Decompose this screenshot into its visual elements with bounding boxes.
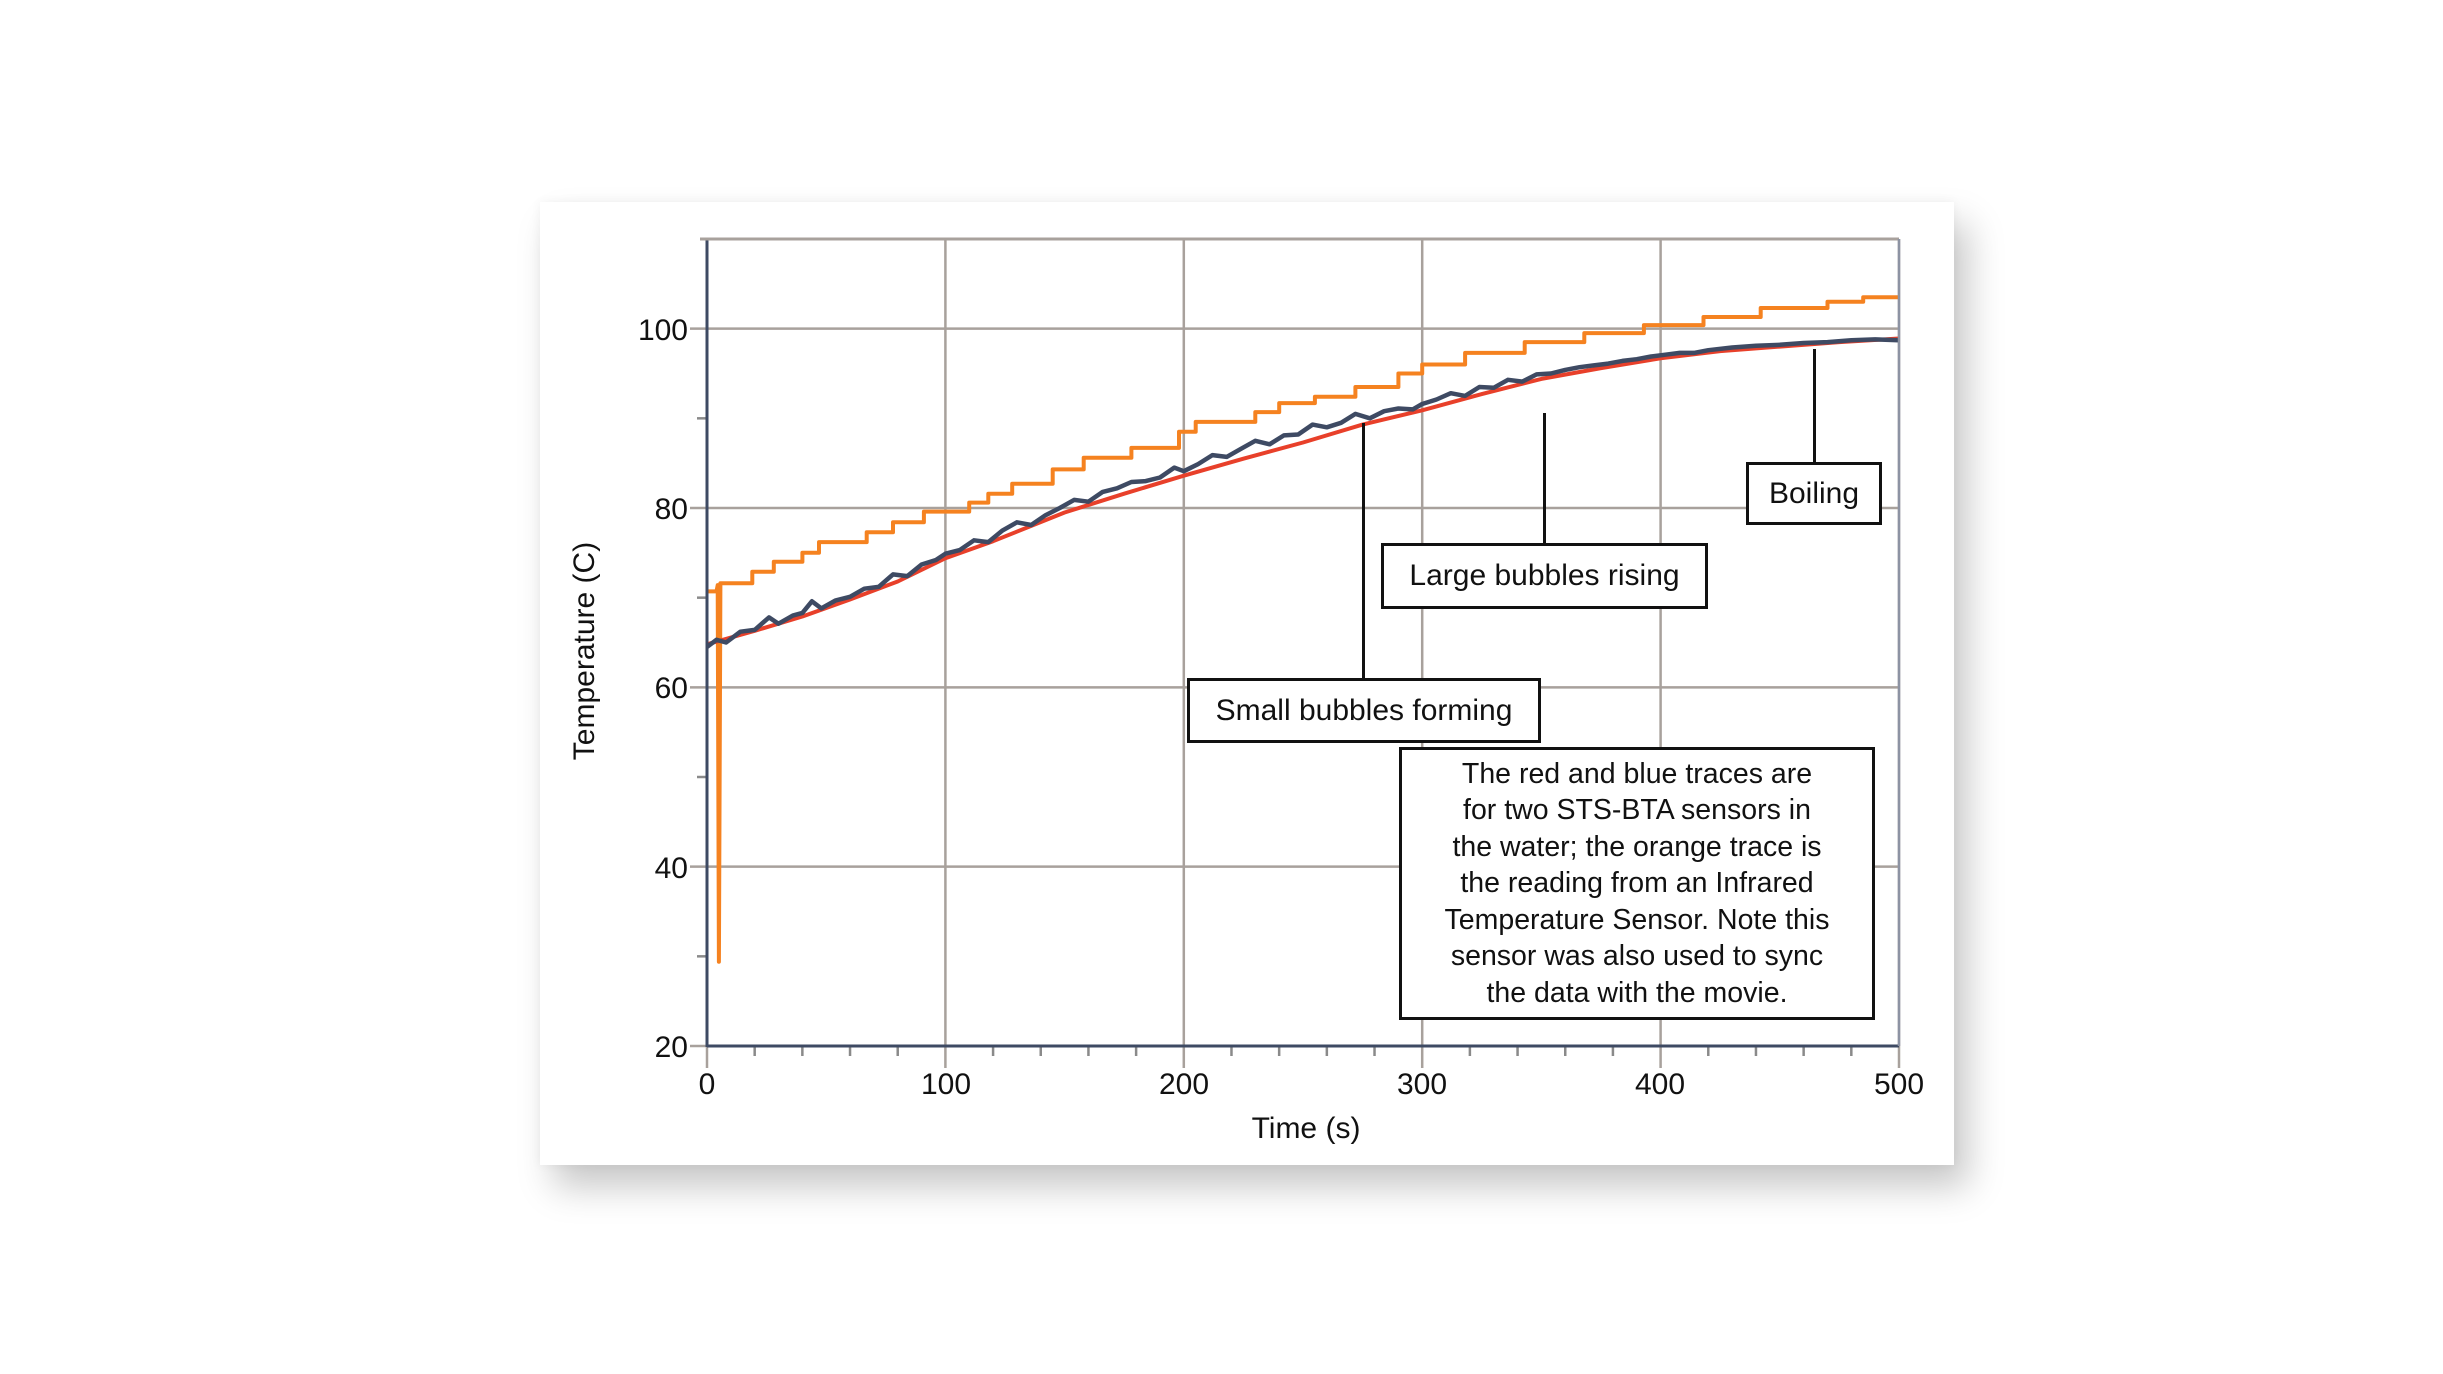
x-tick-label: 100 [921, 1068, 971, 1101]
note-line: the data with the movie. [1486, 976, 1788, 1009]
note-line: the reading from an Infrared [1460, 867, 1814, 900]
large-bubbles-connector-line [1543, 413, 1546, 544]
small-bubbles-connector-line [1362, 423, 1365, 680]
note-line: for two STS-BTA sensors in [1463, 794, 1811, 827]
y-tick-label: 60 [655, 672, 688, 705]
minor-ticks [697, 417, 1853, 1056]
note-line: sensor was also used to sync [1450, 940, 1824, 973]
orange-infrared-trace [707, 295, 1899, 964]
y-axis-title: Temperature (C) [568, 542, 601, 760]
y-tick-label: 80 [655, 493, 688, 526]
x-axis-title: Time (s) [1252, 1112, 1361, 1145]
y-tick-label: 100 [638, 314, 688, 347]
axes [700, 237, 1901, 1048]
small-bubbles-annotation: Small bubbles forming [1187, 678, 1541, 743]
tick-labels: 0 100 200 300 400 500 20 40 60 80 100 [638, 314, 1924, 1101]
x-tick-label: 200 [1159, 1068, 1209, 1101]
x-tick-label: 400 [1635, 1068, 1685, 1101]
note-line: the water; the orange trace is [1452, 830, 1822, 863]
sensor-note-annotation: The red and blue traces are for two STS-… [1399, 747, 1875, 1020]
note-line: The red and blue traces are [1461, 757, 1813, 790]
y-tick-label: 40 [655, 852, 688, 885]
grid-lines [690, 239, 1901, 1068]
large-bubbles-annotation: Large bubbles rising [1381, 543, 1708, 609]
boiling-annotation: Boiling [1746, 462, 1882, 525]
x-tick-label: 0 [699, 1068, 716, 1101]
y-tick-label: 20 [655, 1031, 688, 1064]
boiling-connector-line [1813, 349, 1816, 463]
blue-sensor-trace [705, 337, 1900, 649]
x-tick-label: 300 [1397, 1068, 1447, 1101]
note-line: Temperature Sensor. Note this [1444, 903, 1830, 936]
data-series [705, 295, 1900, 964]
x-tick-label: 500 [1874, 1068, 1924, 1101]
red-sensor-trace [706, 336, 1900, 647]
